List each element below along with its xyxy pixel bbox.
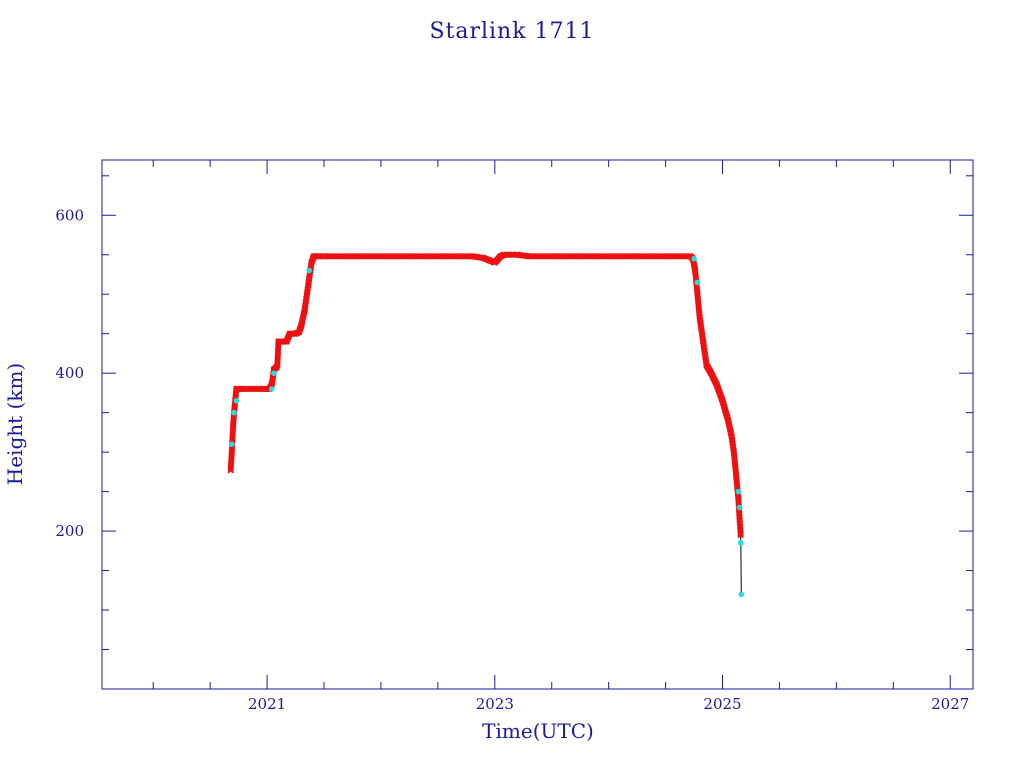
data-point-red xyxy=(737,531,744,539)
data-point-cyan xyxy=(736,504,743,511)
data-point-cyan xyxy=(735,488,742,495)
x-tick-label: 2025 xyxy=(703,695,741,713)
data-point-cyan xyxy=(306,267,313,274)
plot-area xyxy=(101,159,974,690)
axis-ticks xyxy=(102,160,973,689)
data-point-cyan xyxy=(694,279,701,286)
data-point-cyan xyxy=(231,409,237,416)
y-tick-label: 200 xyxy=(55,522,84,540)
series-red xyxy=(227,251,744,539)
data-point-cyan xyxy=(271,370,277,376)
data-point-cyan xyxy=(691,255,697,262)
x-axis-label: Time(UTC) xyxy=(482,719,594,743)
x-tick-label: 2027 xyxy=(931,695,969,713)
y-tick-label: 600 xyxy=(55,206,84,224)
y-axis-label: Height (km) xyxy=(3,363,27,485)
data-point-cyan xyxy=(268,386,275,392)
data-point-cyan xyxy=(738,591,745,598)
chart-title: Starlink 1711 xyxy=(429,19,594,44)
data-point-cyan xyxy=(737,540,744,546)
tick-labels: 2021 2023 2025 2027 200 400 600 xyxy=(55,206,969,713)
series-cyan xyxy=(228,255,745,598)
data-point-cyan xyxy=(233,398,240,404)
x-tick-label: 2023 xyxy=(476,695,514,713)
data-point-red xyxy=(737,530,744,537)
y-tick-label: 400 xyxy=(55,364,84,382)
data-point-cyan xyxy=(228,441,235,448)
x-tick-label: 2021 xyxy=(248,695,286,713)
data-marks xyxy=(227,251,745,598)
